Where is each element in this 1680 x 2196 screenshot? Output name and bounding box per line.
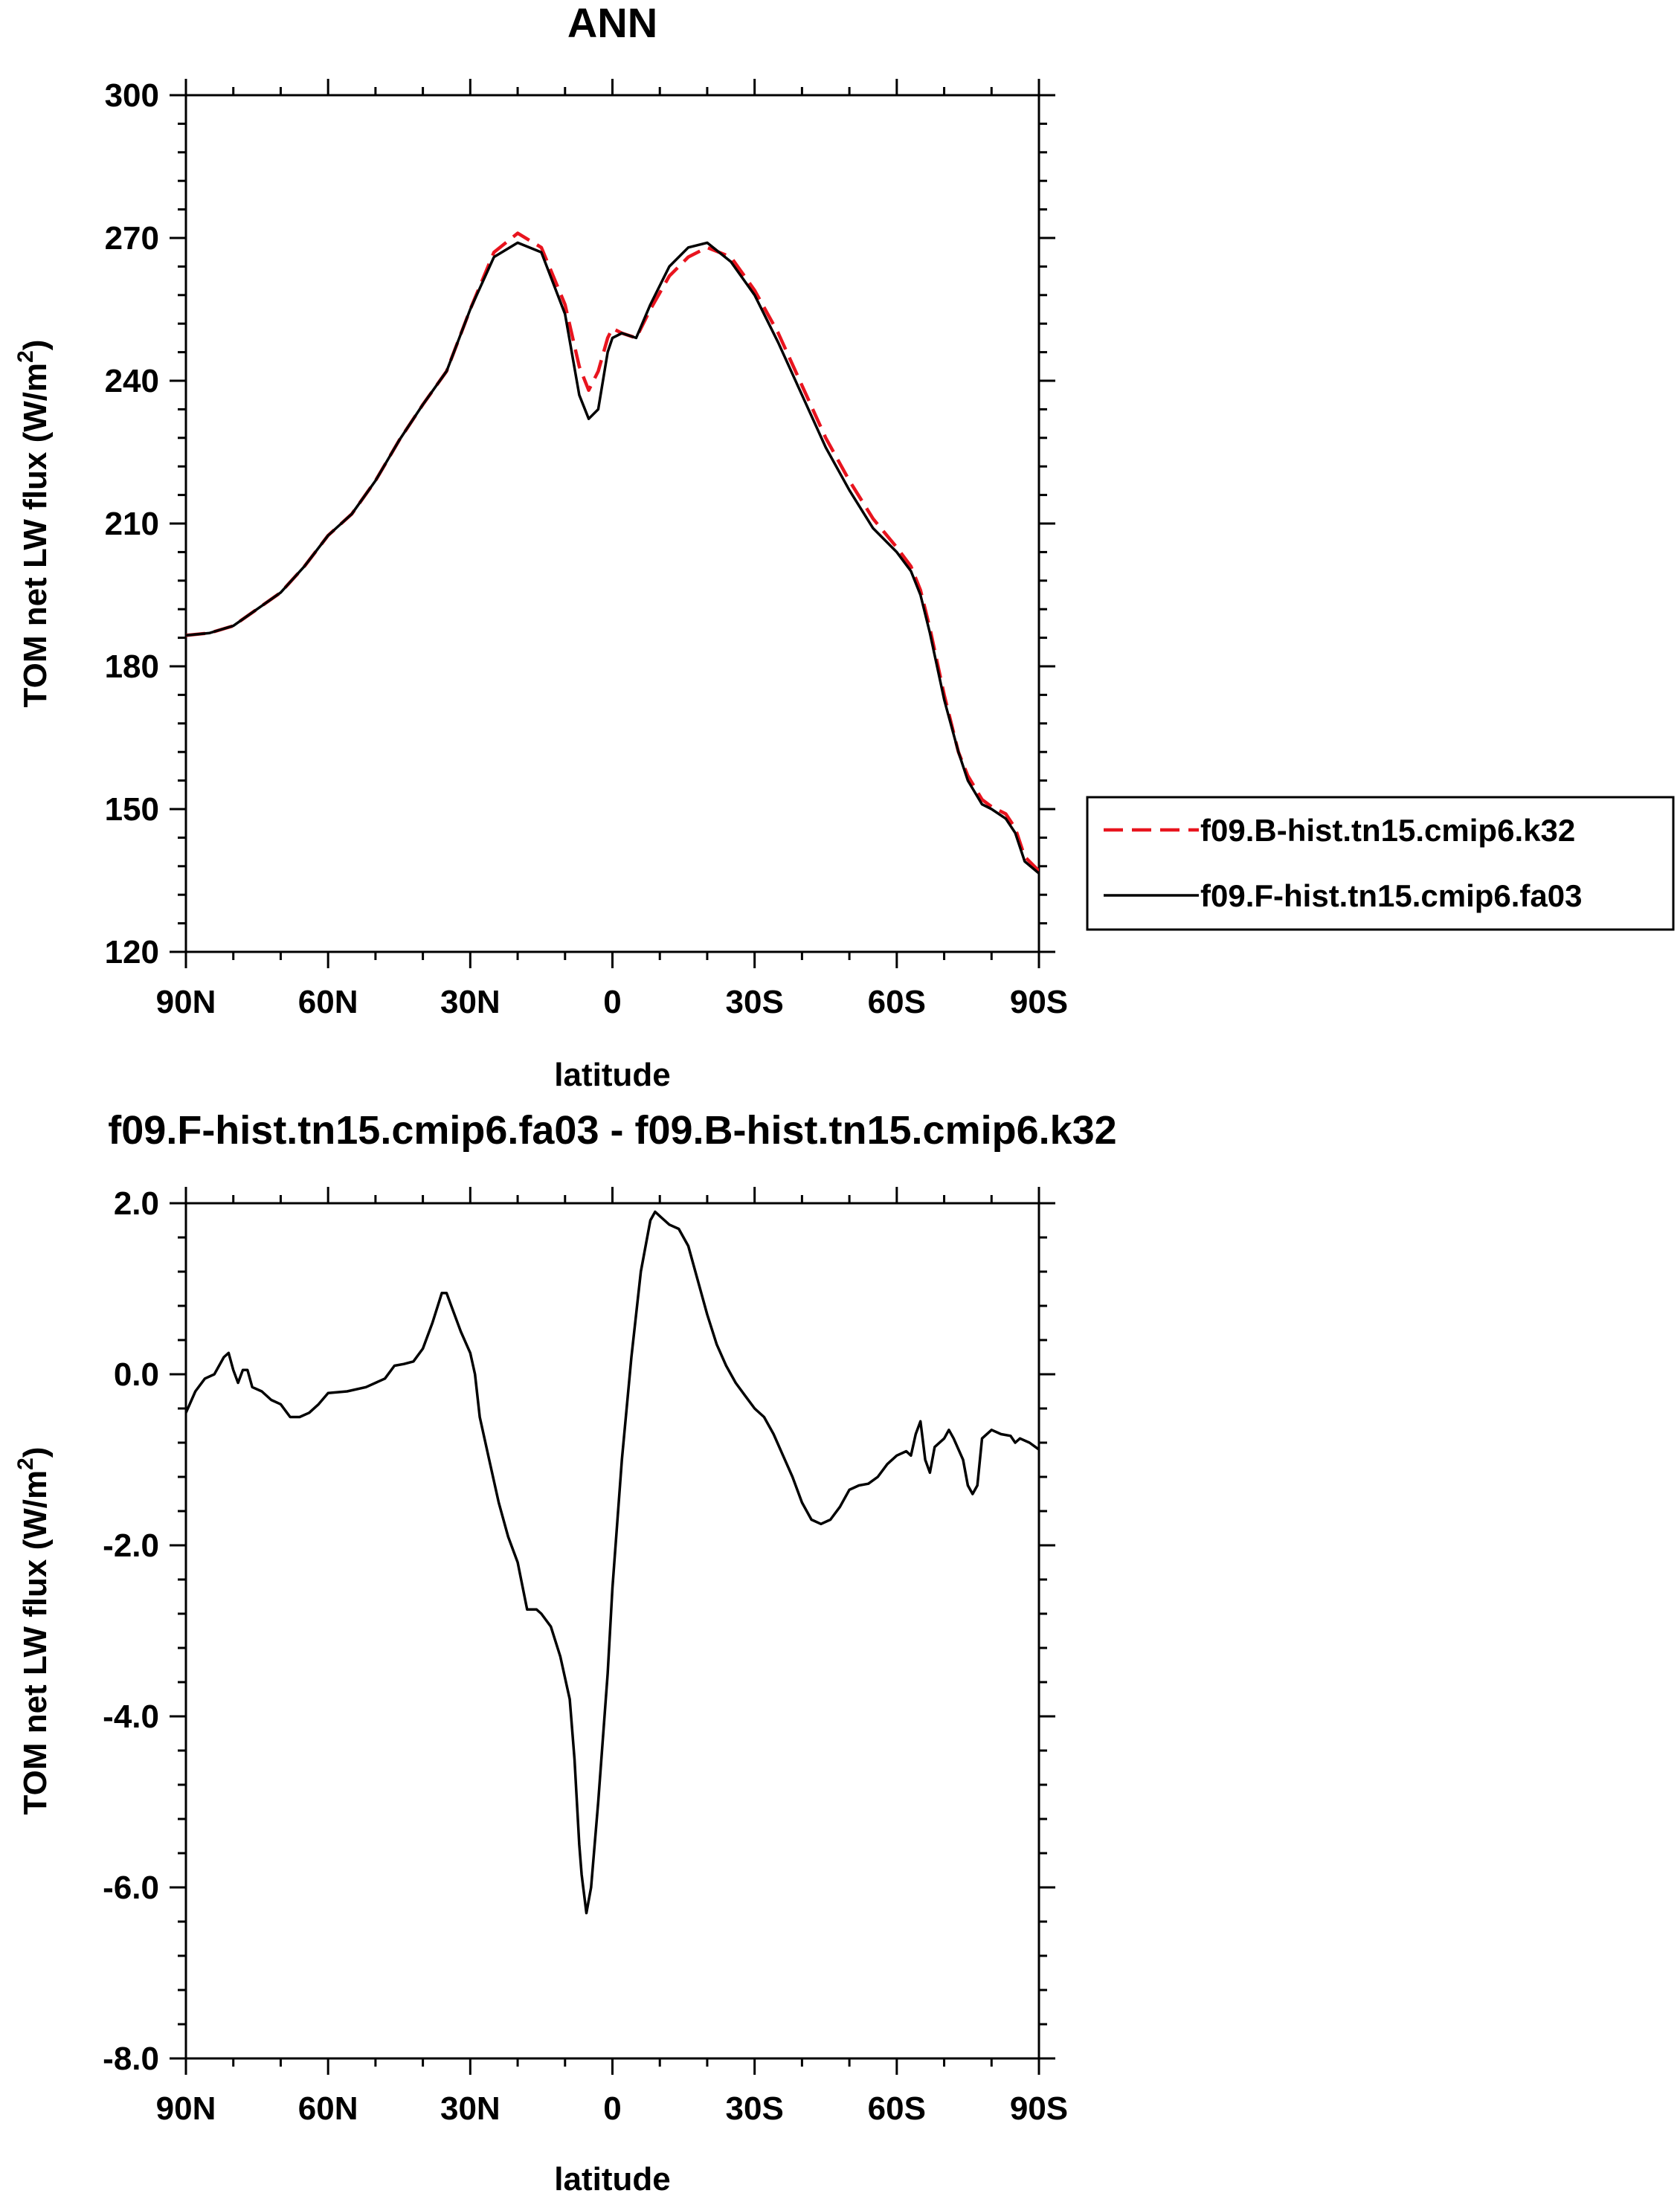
y-tick-label: 120	[105, 934, 159, 970]
x-tick-label: 60N	[298, 2090, 358, 2127]
y-tick-label: -2.0	[103, 1527, 159, 1564]
x-tick-label: 30N	[440, 2090, 501, 2127]
y-tick-label: 270	[105, 220, 159, 257]
chart-title: ANN	[567, 0, 657, 46]
x-tick-label: 90S	[1010, 984, 1068, 1020]
x-tick-label: 0	[603, 984, 621, 1020]
x-tick-label: 60S	[868, 2090, 926, 2127]
y-axis-label: TOM net LW flux (W/m2)	[13, 1447, 54, 1815]
x-tick-label: 60S	[868, 984, 926, 1020]
legend-box	[1086, 796, 1675, 931]
y-tick-label: 2.0	[114, 1185, 159, 1222]
panel-1: ANN 90N 60N 30N 0 30S 60S 90S 120 150 180 210 240 270…	[13, 0, 1675, 1093]
legend: f09.B-hist.tn15.cmip6.k32 f09.F-hist.tn15…	[1086, 796, 1675, 931]
legend-label: f09.B-hist.tn15.cmip6.k32	[1200, 813, 1575, 848]
y-axis-label: TOM net LW flux (W/m2)	[13, 340, 54, 708]
y-tick-label: -4.0	[103, 1698, 159, 1735]
x-axis-label: latitude	[554, 1057, 670, 1093]
y-tick-label: 240	[105, 363, 159, 399]
x-axis-label: latitude	[554, 2161, 670, 2196]
y-tick-label: 0.0	[114, 1356, 159, 1393]
x-tick-label: 60N	[298, 984, 358, 1020]
x-tick-label: 90N	[156, 2090, 216, 2127]
y-tick-label: 210	[105, 506, 159, 542]
series-line-1	[186, 1210, 1039, 1915]
y-tick-label: 150	[105, 791, 159, 828]
y-tick-label: 300	[105, 77, 159, 114]
legend-label: f09.F-hist.tn15.cmip6.fa03	[1200, 878, 1583, 913]
x-tick-label: 90S	[1010, 2090, 1068, 2127]
x-tick-label: 30S	[726, 984, 784, 1020]
y-tick-label: -6.0	[103, 1870, 159, 1906]
series-line-2	[186, 241, 1039, 875]
chart-title: f09.F-hist.tn15.cmip6.fa03 - f09.B-hist.…	[108, 1108, 1116, 1153]
plot-frame	[184, 94, 1040, 953]
x-tick-label: 90N	[156, 984, 216, 1020]
y-tick-label: -8.0	[103, 2041, 159, 2077]
panel-2: f09.F-hist.tn15.cmip6.fa03 - f09.B-hist.…	[13, 1108, 1117, 2196]
x-tick-label: 30N	[440, 984, 501, 1020]
y-tick-label: 180	[105, 648, 159, 685]
x-tick-label: 30S	[726, 2090, 784, 2127]
x-tick-label: 0	[603, 2090, 621, 2127]
plot-frame	[184, 1202, 1040, 2060]
